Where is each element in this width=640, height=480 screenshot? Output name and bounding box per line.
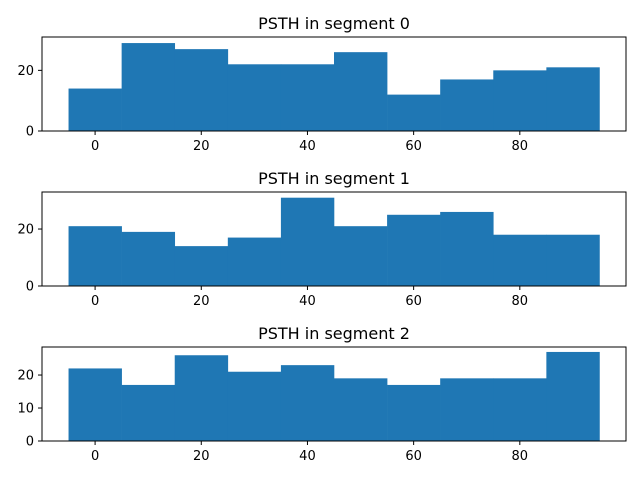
bar <box>68 88 122 131</box>
bar <box>387 94 441 131</box>
x-tick-label: 60 <box>405 139 422 154</box>
bar <box>387 384 441 441</box>
bar <box>121 43 176 132</box>
bar <box>440 378 494 441</box>
y-tick-label: 20 <box>17 369 34 384</box>
bar <box>387 214 441 286</box>
x-tick-label: 60 <box>405 449 422 464</box>
chart-title: PSTH in segment 0 <box>258 14 410 33</box>
chart-title: PSTH in segment 2 <box>258 324 410 343</box>
x-tick-label: 80 <box>512 449 529 464</box>
x-tick-label: 20 <box>193 139 210 154</box>
bar <box>334 226 388 286</box>
y-tick-label: 0 <box>26 435 34 450</box>
x-tick-label: 80 <box>512 139 529 154</box>
bar <box>546 234 600 286</box>
bar <box>174 355 229 441</box>
x-tick-label: 40 <box>299 139 316 154</box>
x-tick-label: 0 <box>91 139 99 154</box>
panel-0: 0 20 40 60 80 0 20 PSTH in segment 0 <box>17 14 627 154</box>
bar <box>493 378 547 441</box>
x-tick-label: 80 <box>512 294 529 309</box>
bar <box>334 52 388 132</box>
bar <box>334 378 388 441</box>
bar <box>121 384 176 441</box>
bar <box>280 64 335 131</box>
bar <box>121 231 176 286</box>
bar <box>68 226 122 286</box>
y-tick-label: 0 <box>26 280 34 295</box>
bar <box>174 246 229 286</box>
y-tick-label: 20 <box>17 223 34 238</box>
bar <box>546 67 600 131</box>
x-tick-label: 20 <box>193 294 210 309</box>
bar <box>493 234 547 286</box>
bar <box>227 237 282 286</box>
bar <box>227 64 282 131</box>
y-tick-label: 20 <box>17 64 34 79</box>
x-tick-label: 0 <box>91 449 99 464</box>
bar <box>280 365 335 441</box>
x-tick-label: 0 <box>91 294 99 309</box>
panel-2: 0 20 40 60 80 0 10 20 PSTH in segment 2 <box>17 324 627 464</box>
bar <box>546 351 600 441</box>
x-tick-label: 60 <box>405 294 422 309</box>
bar <box>227 371 282 441</box>
x-tick-label: 40 <box>299 294 316 309</box>
y-tick-label: 10 <box>17 402 34 417</box>
x-tick-label: 40 <box>299 449 316 464</box>
axes-frame <box>41 346 627 442</box>
axes-frame <box>41 191 627 287</box>
bar <box>493 70 547 131</box>
axes-frame <box>41 36 627 132</box>
bar <box>280 197 335 286</box>
bar <box>440 211 494 286</box>
bar <box>440 79 494 131</box>
bar <box>174 49 229 132</box>
panel-1: 0 20 40 60 80 0 20 PSTH in segment 1 <box>17 169 627 309</box>
bar <box>68 368 122 441</box>
x-tick-label: 20 <box>193 449 210 464</box>
chart-title: PSTH in segment 1 <box>258 169 410 188</box>
y-tick-label: 0 <box>26 125 34 140</box>
